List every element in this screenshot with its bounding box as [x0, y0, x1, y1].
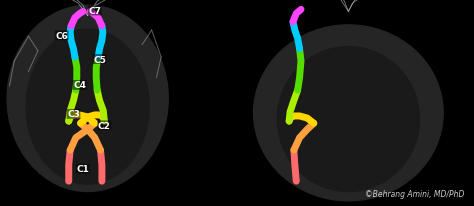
Text: C3: C3: [67, 110, 80, 119]
Ellipse shape: [7, 6, 168, 192]
Text: C5: C5: [93, 55, 106, 64]
Text: C7: C7: [88, 7, 101, 16]
Text: ©Behrang Amini, MD/PhD: ©Behrang Amini, MD/PhD: [365, 189, 465, 198]
Text: C6: C6: [55, 32, 68, 41]
Ellipse shape: [277, 47, 419, 192]
Ellipse shape: [26, 30, 149, 184]
Text: C4: C4: [73, 81, 86, 90]
Text: C1: C1: [76, 164, 90, 173]
Text: C2: C2: [98, 121, 111, 130]
Ellipse shape: [254, 26, 443, 201]
